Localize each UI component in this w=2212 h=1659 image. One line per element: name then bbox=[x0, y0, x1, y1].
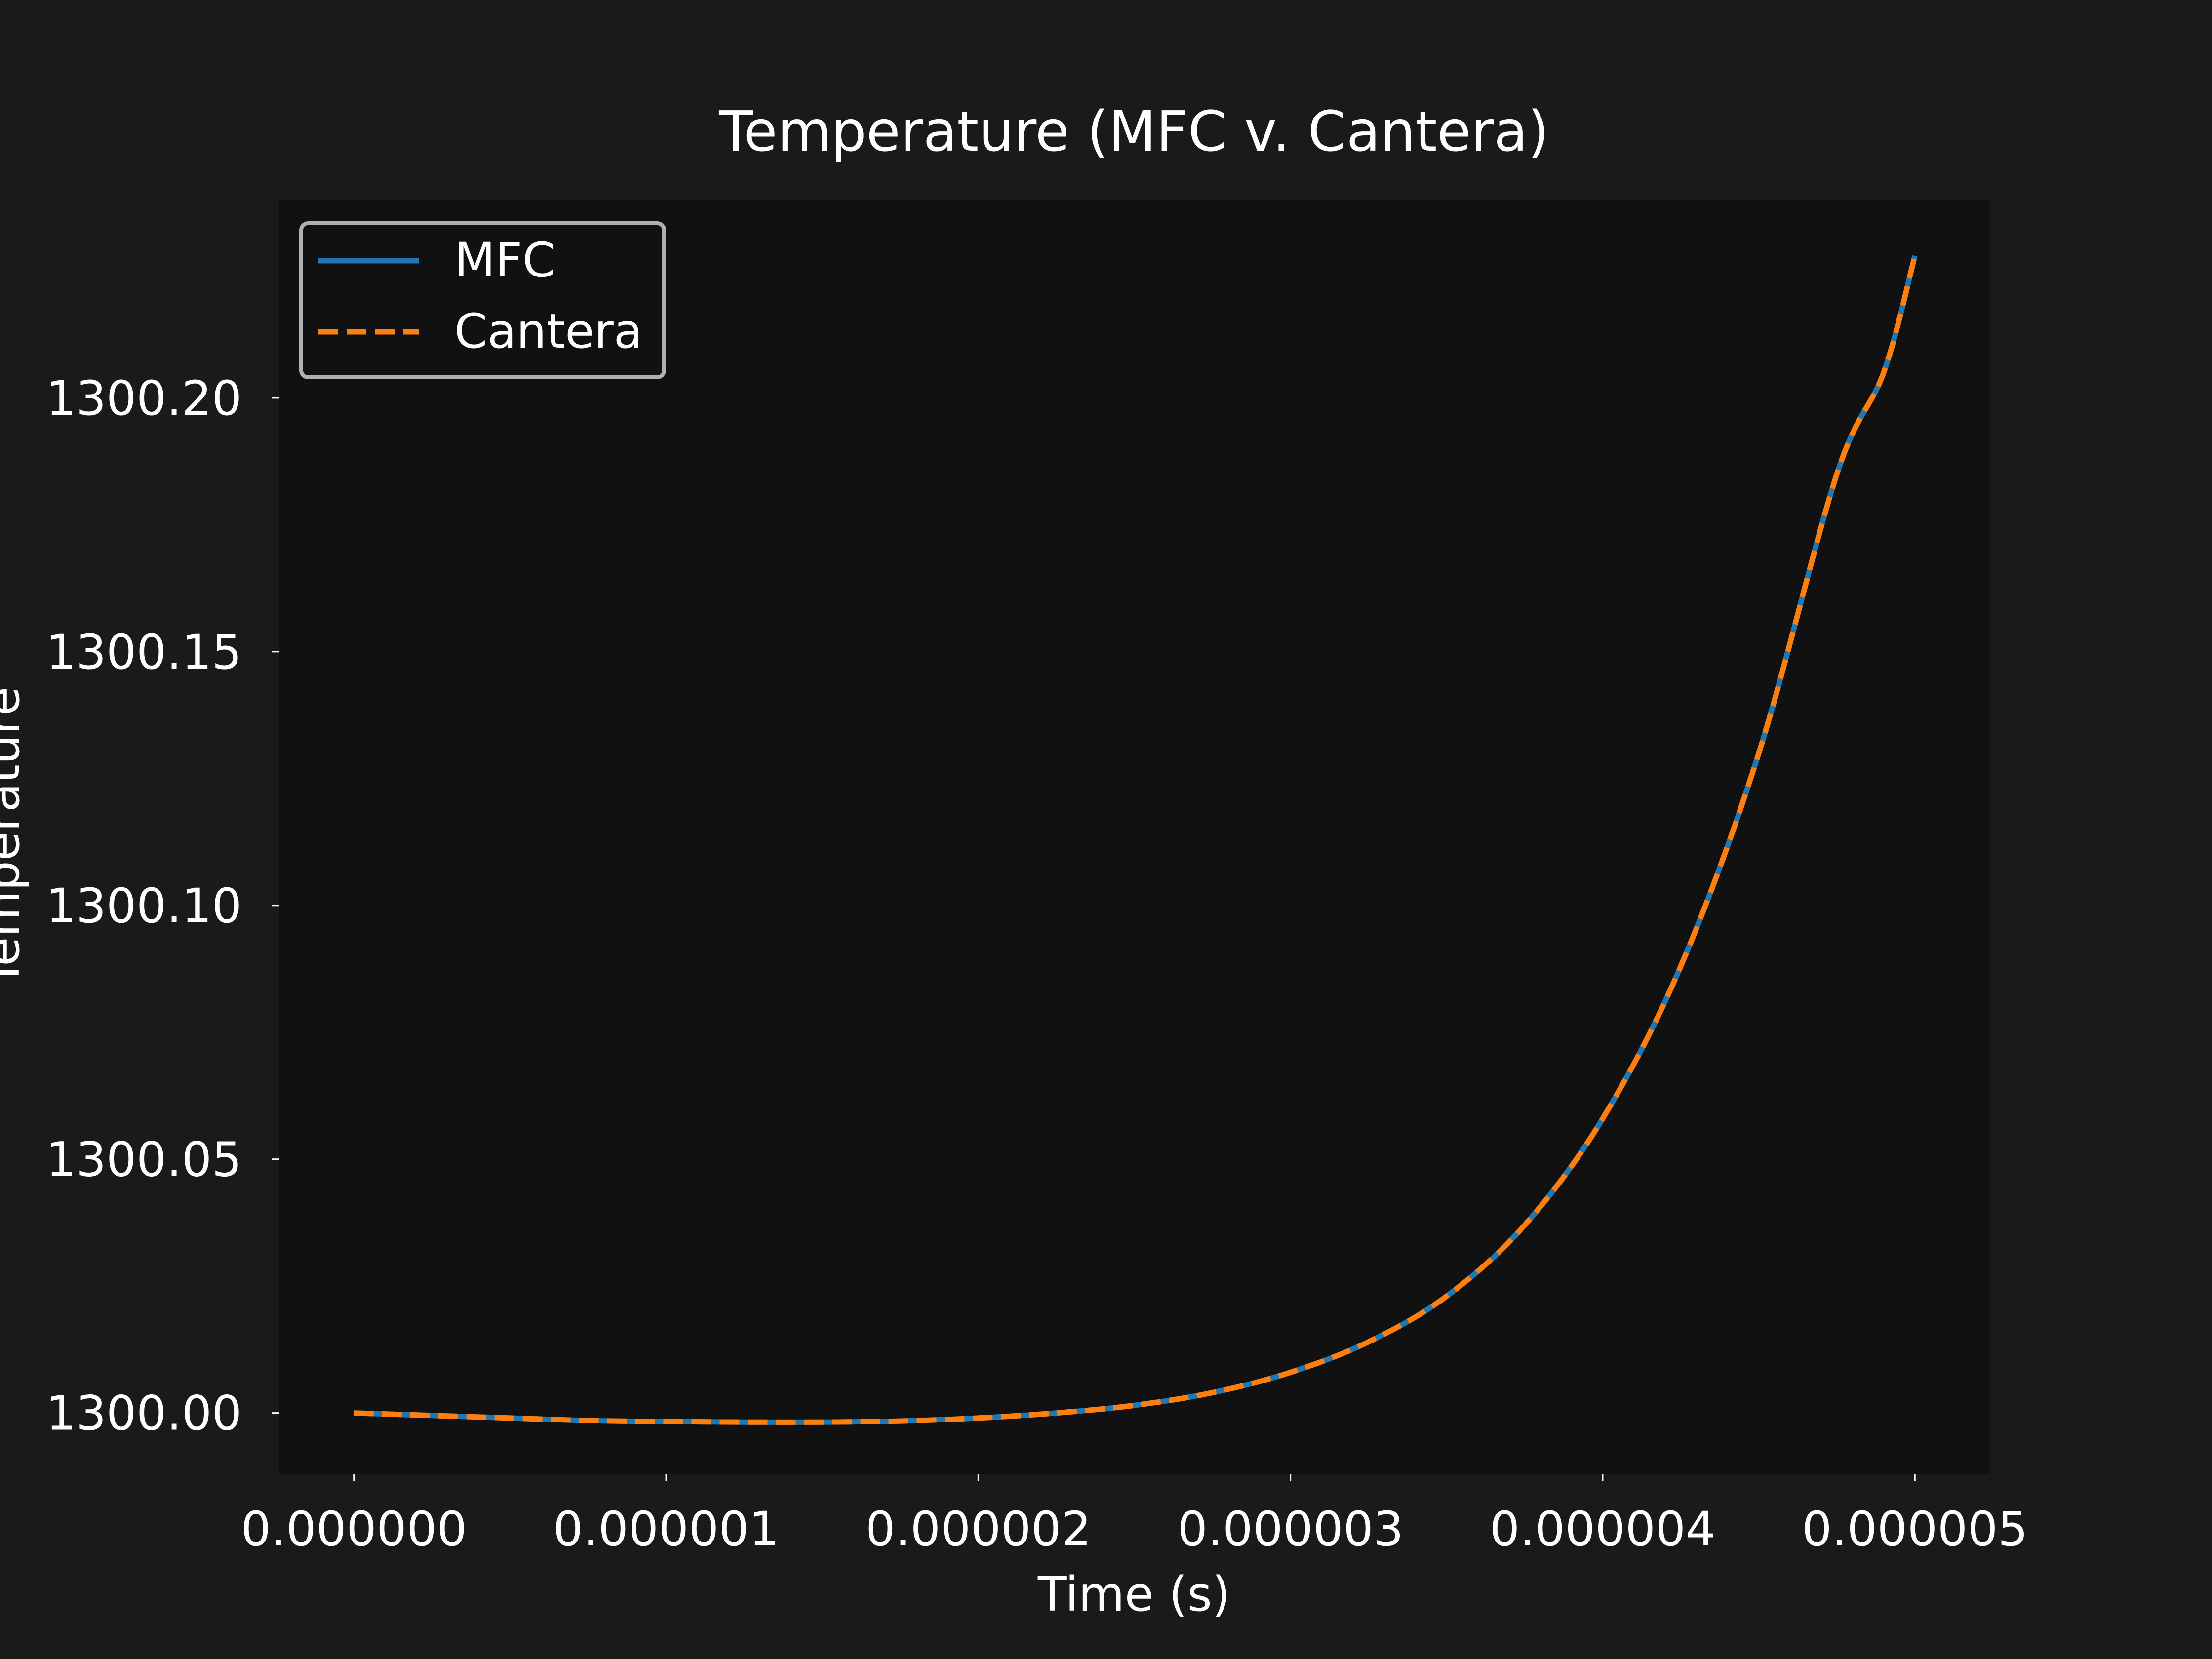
y-axis-label: Temperature bbox=[0, 687, 30, 988]
x-tick-label: 0.000002 bbox=[865, 1501, 1091, 1557]
series-line-cantera bbox=[354, 255, 1918, 1425]
y-tick-label: 1300.15 bbox=[46, 625, 242, 680]
legend: MFC Cantera bbox=[299, 221, 666, 379]
legend-label-mfc: MFC bbox=[454, 233, 555, 288]
x-tick-label: 0.000005 bbox=[1802, 1501, 2028, 1557]
plot-area bbox=[279, 200, 1990, 1474]
x-tick-label: 0.000001 bbox=[553, 1501, 779, 1557]
x-tick-label: 0.000003 bbox=[1178, 1501, 1404, 1557]
y-tick-label: 1300.10 bbox=[46, 878, 242, 934]
series-layer bbox=[354, 255, 1918, 1425]
chart-title: Temperature (MFC v. Cantera) bbox=[718, 100, 1549, 164]
y-axis-ticks: 1300.00 1300.05 1300.10 1300.15 1300.20 bbox=[46, 371, 279, 1441]
y-tick-label: 1300.05 bbox=[46, 1132, 242, 1187]
x-axis-ticks: 0.000000 0.000001 0.000002 0.000003 0.000004… bbox=[241, 1474, 2028, 1557]
x-tick-label: 0.000004 bbox=[1490, 1501, 1716, 1557]
y-tick-label: 1300.20 bbox=[46, 371, 242, 426]
y-tick-label: 1300.00 bbox=[46, 1386, 242, 1441]
legend-label-cantera: Cantera bbox=[454, 304, 643, 359]
x-axis-label: Time (s) bbox=[1037, 1567, 1230, 1622]
x-tick-label: 0.000000 bbox=[241, 1501, 467, 1557]
